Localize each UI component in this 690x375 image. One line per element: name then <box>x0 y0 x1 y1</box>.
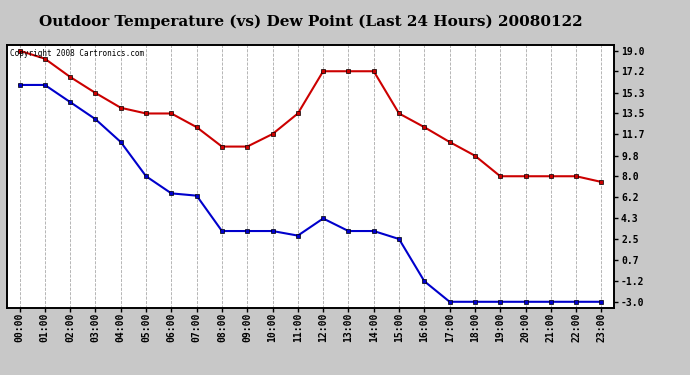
Text: Outdoor Temperature (vs) Dew Point (Last 24 Hours) 20080122: Outdoor Temperature (vs) Dew Point (Last… <box>39 15 582 29</box>
Text: Copyright 2008 Cartronics.com: Copyright 2008 Cartronics.com <box>10 49 144 58</box>
